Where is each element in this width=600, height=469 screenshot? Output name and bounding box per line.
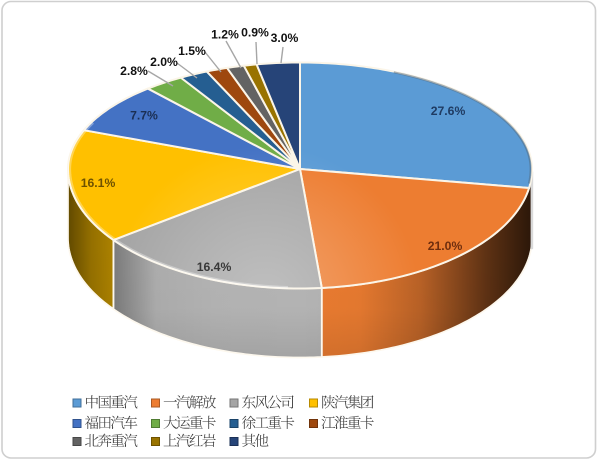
svg-text:16.4%: 16.4% — [197, 260, 232, 274]
svg-text:2.8%: 2.8% — [120, 64, 148, 78]
svg-text:2.0%: 2.0% — [150, 55, 178, 69]
svg-text:7.7%: 7.7% — [130, 109, 158, 123]
svg-text:1.2%: 1.2% — [211, 28, 239, 42]
svg-text:0.9%: 0.9% — [241, 26, 269, 40]
svg-text:27.6%: 27.6% — [431, 104, 466, 118]
svg-text:21.0%: 21.0% — [428, 239, 463, 253]
svg-text:3.0%: 3.0% — [271, 31, 299, 45]
svg-text:16.1%: 16.1% — [81, 176, 116, 190]
svg-text:1.5%: 1.5% — [178, 44, 206, 58]
